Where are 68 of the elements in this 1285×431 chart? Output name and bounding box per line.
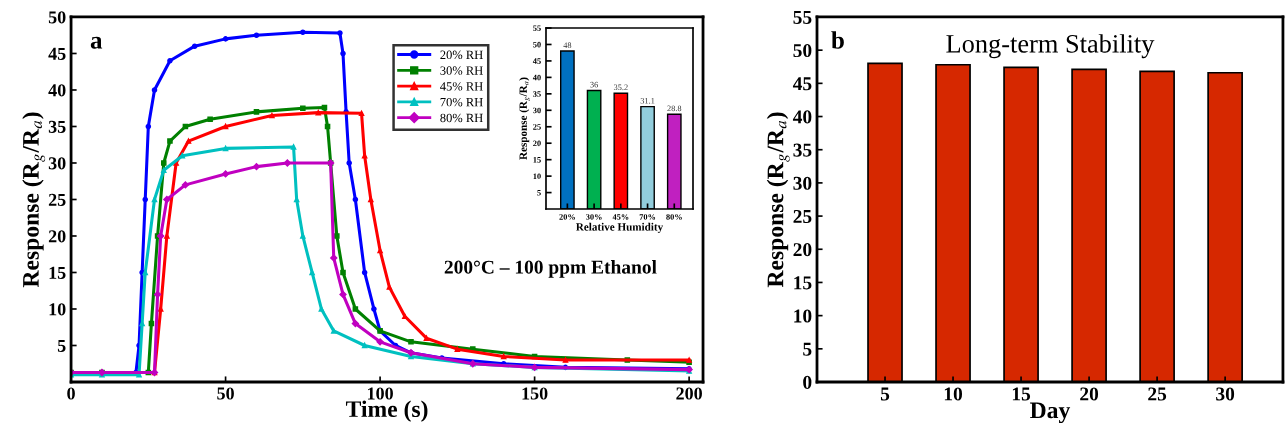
x-axis-title: Day — [1030, 402, 1071, 424]
y-axis-title: Response (R$_{g}$/R$_{a}$) — [519, 77, 530, 160]
x-tick-label: 20 — [1080, 387, 1099, 401]
y-tick-label: 20 — [48, 230, 66, 243]
y-tick-label: 45 — [48, 47, 66, 60]
y-tick-label: 15 — [794, 276, 812, 290]
y-tick-label: 35 — [533, 91, 541, 97]
y-tick-label: 55 — [793, 10, 812, 24]
annotation: b — [831, 31, 844, 49]
x-tick-label: 10 — [944, 387, 963, 401]
y-tick-label: 20 — [533, 140, 541, 147]
x-tick-label: 15 — [1012, 387, 1031, 401]
y-tick-label: 25 — [533, 124, 541, 130]
y-tick-label: 35 — [793, 143, 812, 157]
x-tick-label: 30 — [1216, 387, 1235, 401]
y-axis-title: Response (R$_{g}$/R$_{a}$) — [22, 112, 46, 288]
data-label: 36 — [590, 81, 599, 88]
x-tick-label: 30% — [586, 214, 602, 220]
x-axis-title: Relative Humidity — [576, 222, 664, 233]
y-tick-label: 20 — [793, 243, 812, 257]
y-tick-label: 40 — [48, 84, 66, 97]
y-tick-label: 45 — [792, 77, 812, 91]
x-axis-title: Time (s) — [345, 400, 428, 422]
data-label: 48 — [563, 42, 572, 48]
legend-label: 20% RH — [440, 50, 483, 60]
legend-label: 45% RH — [440, 82, 483, 91]
x-tick-label: 100 — [367, 387, 393, 400]
x-tick-label: 70% — [639, 214, 656, 220]
legend-label: 30% RH — [440, 66, 483, 75]
y-tick-label: 50 — [533, 41, 541, 48]
data-label: 28.8 — [667, 105, 682, 112]
y-tick-label: 5 — [803, 342, 812, 356]
x-tick-label: 150 — [522, 387, 548, 400]
data-label: 31.1 — [640, 97, 655, 104]
y-tick-label: 35 — [48, 120, 66, 133]
x-tick-label: 80% — [666, 214, 682, 220]
annotation: 200°C – 100 ppm Ethanol — [444, 260, 657, 278]
y-tick-label: 10 — [794, 309, 812, 323]
y-tick-label: 5 — [57, 339, 66, 352]
y-tick-label: 55 — [533, 25, 541, 31]
x-tick-label: 200 — [676, 387, 702, 400]
y-tick-label: 30 — [48, 157, 66, 170]
x-tick-label: 20% — [559, 214, 575, 220]
legend-label: 80% RH — [440, 113, 483, 123]
annotation: a — [90, 36, 103, 49]
y-tick-label: 5 — [537, 190, 541, 196]
x-tick-label: 45% — [612, 214, 629, 220]
x-tick-label: 25 — [1148, 387, 1167, 401]
x-tick-label: 0 — [67, 387, 75, 400]
y-tick-label: 30 — [793, 176, 812, 190]
y-tick-label: 40 — [532, 74, 541, 81]
y-tick-label: 50 — [48, 11, 66, 24]
y-tick-label: 10 — [533, 173, 541, 180]
y-axis-title: Response (R$_{g}$/R$_{a}$) — [766, 112, 790, 288]
x-tick-label: 50 — [217, 387, 234, 400]
y-tick-label: 10 — [49, 303, 66, 316]
y-tick-label: 40 — [792, 110, 812, 124]
data-label: 35.2 — [613, 84, 628, 91]
x-tick-label: 5 — [880, 387, 890, 401]
y-tick-label: 50 — [793, 43, 812, 58]
y-tick-label: 45 — [532, 58, 541, 64]
y-tick-label: 25 — [48, 193, 66, 206]
text: Long-term Stability — [946, 34, 1155, 59]
y-tick-label: 15 — [533, 157, 541, 163]
legend-label: 70% RH — [440, 97, 483, 107]
y-tick-label: 15 — [49, 266, 66, 279]
y-tick-label: 30 — [533, 107, 541, 114]
y-tick-label: 0 — [803, 375, 812, 389]
